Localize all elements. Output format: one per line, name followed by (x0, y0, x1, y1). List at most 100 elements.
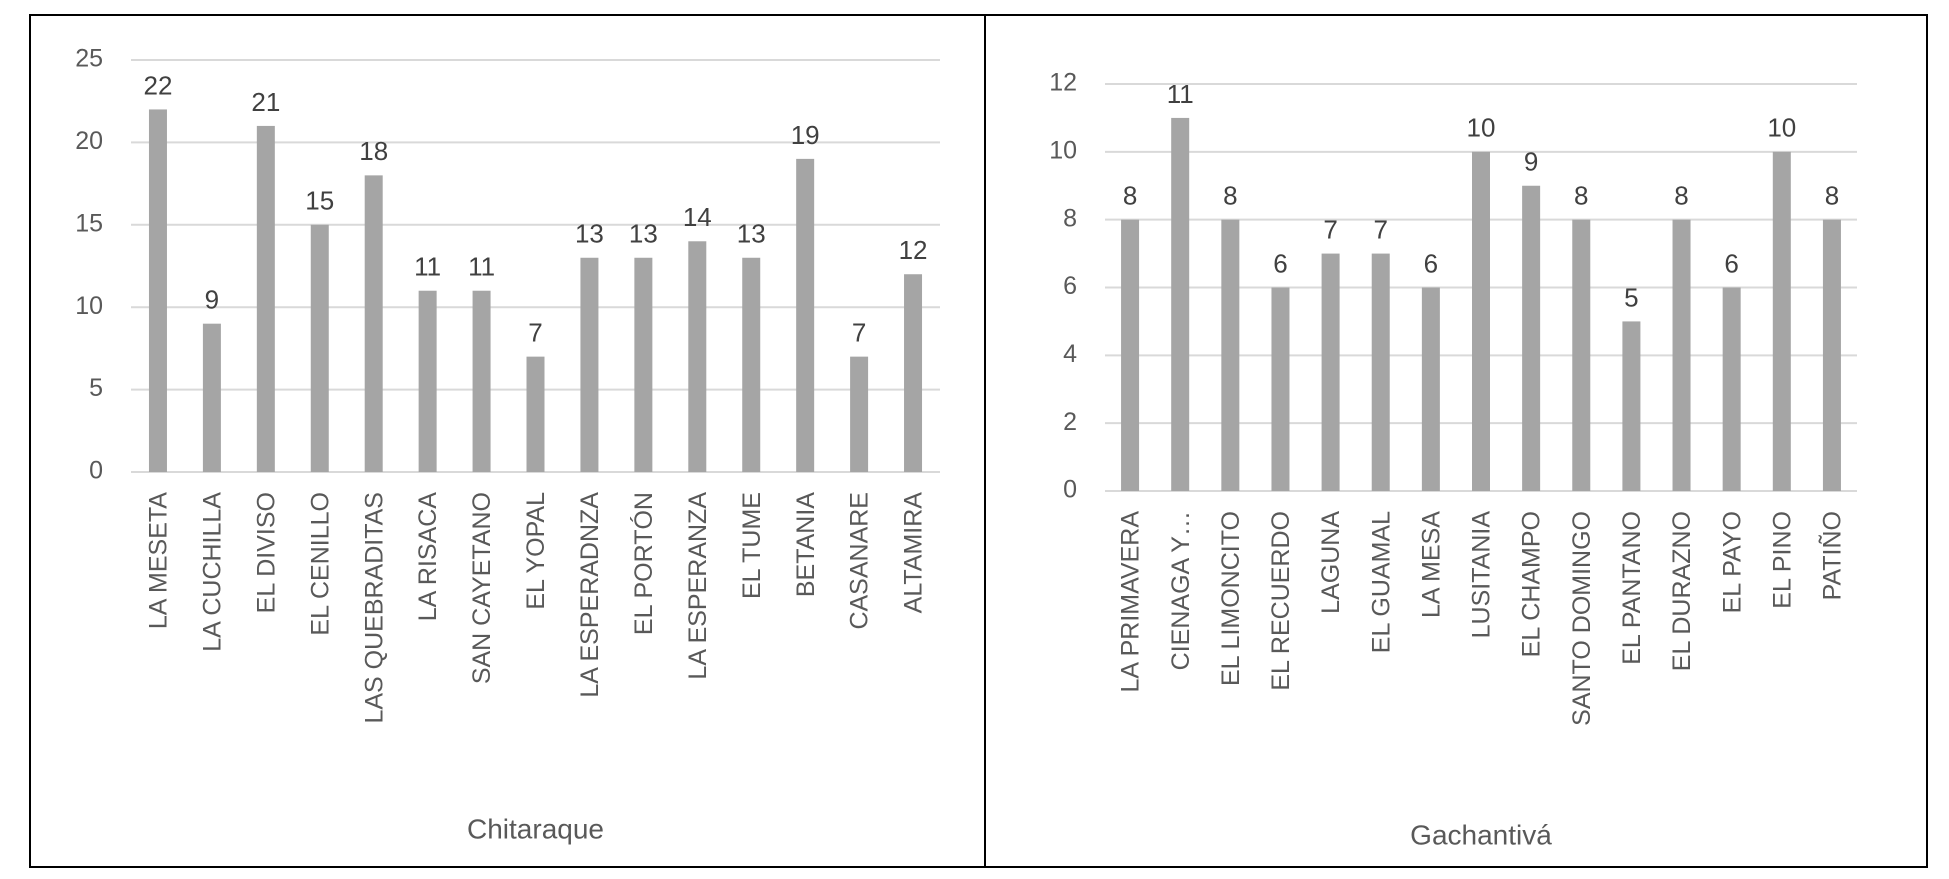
value-label: 6 (1424, 248, 1438, 278)
value-label: 8 (1574, 181, 1588, 211)
bar (1822, 219, 1841, 491)
value-label: 7 (1323, 214, 1337, 244)
bar (148, 109, 167, 472)
y-tick-label: 0 (1063, 476, 1077, 504)
x-tick-label: EL PANTANO (1618, 511, 1646, 665)
value-label: 13 (737, 219, 766, 249)
value-label: 5 (1624, 282, 1638, 312)
value-label: 21 (251, 87, 280, 117)
y-tick-label: 8 (1063, 204, 1077, 232)
value-label: 10 (1767, 113, 1796, 143)
x-tick-label: PATIÑO (1818, 511, 1847, 600)
bar (634, 257, 653, 472)
y-tick-label: 0 (89, 457, 103, 485)
y-tick-label: 4 (1063, 340, 1077, 368)
bar (1221, 219, 1240, 491)
bar (202, 323, 221, 472)
bar (1271, 287, 1290, 491)
bar (1371, 253, 1390, 491)
x-tick-label: SAN CAYETANO (468, 492, 496, 684)
bar (526, 356, 545, 472)
y-tick-label: 25 (75, 45, 103, 73)
value-label: 8 (1825, 181, 1839, 211)
value-label: 9 (205, 285, 219, 315)
x-tick-label: SANTO DOMINGO (1568, 511, 1596, 726)
x-tick-label: EL LIMONCITO (1217, 511, 1245, 686)
y-tick-label: 10 (1049, 136, 1077, 164)
bar (904, 274, 923, 472)
bar (1121, 219, 1140, 491)
x-tick-label: BETANIA (792, 492, 820, 597)
y-tick-label: 12 (1049, 69, 1077, 97)
bar (1522, 185, 1541, 491)
chart-title: Chitaraque (467, 813, 604, 844)
chart-title: Gachantivá (1410, 819, 1552, 850)
bar (1772, 151, 1791, 492)
x-tick-label: EL PAYO (1718, 511, 1746, 613)
x-tick-label: ALTAMIRA (900, 492, 928, 614)
value-label: 14 (683, 202, 712, 232)
x-tick-label: EL DURAZNO (1668, 511, 1696, 671)
value-label: 10 (1467, 113, 1496, 143)
bar (1421, 287, 1440, 491)
x-tick-label: LUSITANIA (1468, 511, 1496, 639)
x-tick-label: LAGUNA (1317, 511, 1345, 614)
x-tick-label: EL DIVISO (252, 492, 280, 613)
value-label: 8 (1223, 181, 1237, 211)
panel-border (984, 14, 1928, 868)
bar (310, 224, 329, 472)
bar (1672, 219, 1691, 491)
x-tick-label: LA ESPERANZA (684, 492, 712, 680)
value-label: 12 (899, 235, 928, 265)
value-label: 13 (575, 219, 604, 249)
value-label: 13 (629, 219, 658, 249)
x-tick-label: LA CUCHILLA (199, 492, 227, 652)
y-tick-label: 15 (75, 209, 103, 237)
x-tick-label: LA MESA (1417, 511, 1445, 618)
y-tick-label: 20 (75, 127, 103, 155)
y-tick-label: 2 (1063, 408, 1077, 436)
bar (1472, 151, 1490, 492)
value-label: 6 (1273, 248, 1287, 278)
value-label: 19 (791, 120, 820, 150)
x-tick-label: EL TUME (738, 492, 766, 599)
x-tick-label: LA RISACA (414, 492, 442, 622)
x-tick-label: EL CENILLO (306, 492, 334, 636)
y-tick-label: 6 (1063, 272, 1077, 300)
bar (688, 241, 707, 472)
y-tick-label: 10 (75, 292, 103, 320)
bar (472, 290, 491, 472)
bar (418, 290, 437, 472)
bar (742, 257, 761, 472)
bar (256, 125, 275, 473)
value-label: 8 (1674, 181, 1688, 211)
value-label: 15 (305, 186, 334, 216)
value-label: 7 (852, 318, 866, 348)
value-label: 7 (1373, 214, 1387, 244)
x-tick-label: LAS QUEBRADITAS (360, 492, 388, 724)
value-label: 11 (1167, 79, 1194, 109)
value-label: 11 (414, 252, 441, 282)
value-label: 22 (144, 70, 173, 100)
x-tick-label: EL GUAMAL (1367, 511, 1395, 653)
y-tick-label: 5 (89, 374, 103, 402)
bar (850, 356, 869, 472)
x-tick-label: LA PRIMAVERA (1117, 511, 1145, 693)
bar (580, 257, 599, 472)
bar (1622, 321, 1641, 491)
value-label: 18 (359, 136, 388, 166)
x-tick-label: EL RECUERDO (1267, 511, 1295, 691)
bar (796, 158, 815, 472)
x-tick-label: EL CHAMPO (1518, 511, 1546, 657)
value-label: 9 (1524, 147, 1538, 177)
value-label: 8 (1123, 181, 1137, 211)
bar (364, 175, 383, 473)
x-tick-label: CIENAGA Y… (1167, 511, 1195, 670)
x-tick-label: EL PORTÓN (629, 492, 658, 635)
bar (1572, 219, 1591, 491)
x-tick-label: LA MESETA (145, 492, 173, 629)
value-label: 11 (468, 252, 495, 282)
bar (1321, 253, 1340, 491)
